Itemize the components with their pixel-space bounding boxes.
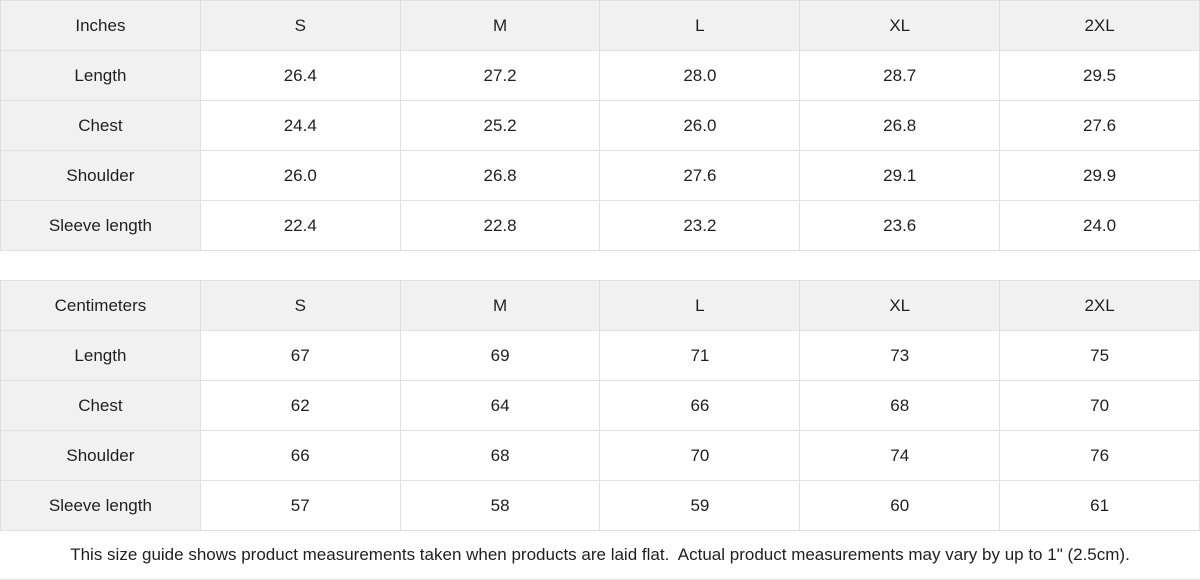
value-cell: 26.4 — [199, 50, 401, 101]
inches-size-table: Inches S M L XL 2XL Length 26.4 27.2 28.… — [0, 0, 1200, 251]
value-cell: 28.7 — [799, 50, 1001, 101]
value-cell: 58 — [399, 480, 601, 531]
value-cell: 22.8 — [399, 200, 601, 251]
value-cell: 26.0 — [199, 150, 401, 201]
row-label-shoulder: Shoulder — [0, 150, 201, 201]
value-cell: 29.5 — [999, 50, 1200, 101]
value-cell: 73 — [799, 330, 1001, 381]
table-row-length: Length 26.4 27.2 28.0 28.7 29.5 — [0, 50, 1200, 101]
table-row-length: Length 67 69 71 73 75 — [0, 330, 1200, 381]
value-cell: 24.0 — [999, 200, 1200, 251]
value-cell: 26.8 — [399, 150, 601, 201]
column-header-2xl: 2XL — [999, 0, 1200, 51]
column-header-xl: XL — [799, 280, 1001, 331]
size-guide-footer: This size guide shows product measuremen… — [0, 531, 1200, 580]
value-cell: 26.8 — [799, 100, 1001, 151]
value-cell: 25.2 — [399, 100, 601, 151]
value-cell: 62 — [199, 380, 401, 431]
table-row-shoulder: Shoulder 26.0 26.8 27.6 29.1 29.9 — [0, 150, 1200, 201]
row-label-chest: Chest — [0, 100, 201, 151]
table-row-sleeve-length: Sleeve length 57 58 59 60 61 — [0, 480, 1200, 531]
unit-header-inches: Inches — [0, 0, 201, 51]
column-header-m: M — [399, 0, 601, 51]
centimeters-header-row: Centimeters S M L XL 2XL — [0, 280, 1200, 331]
column-header-2xl: 2XL — [999, 280, 1200, 331]
value-cell: 64 — [399, 380, 601, 431]
value-cell: 68 — [799, 380, 1001, 431]
inches-header-row: Inches S M L XL 2XL — [0, 0, 1200, 51]
row-label-sleeve-length: Sleeve length — [0, 200, 201, 251]
value-cell: 23.2 — [599, 200, 801, 251]
value-cell: 29.1 — [799, 150, 1001, 201]
value-cell: 24.4 — [199, 100, 401, 151]
column-header-m: M — [399, 280, 601, 331]
value-cell: 26.0 — [599, 100, 801, 151]
row-label-sleeve-length: Sleeve length — [0, 480, 201, 531]
row-label-length: Length — [0, 50, 201, 101]
unit-header-centimeters: Centimeters — [0, 280, 201, 331]
row-label-chest: Chest — [0, 380, 201, 431]
centimeters-size-table: Centimeters S M L XL 2XL Length 67 69 71… — [0, 280, 1200, 531]
value-cell: 22.4 — [199, 200, 401, 251]
value-cell: 69 — [399, 330, 601, 381]
value-cell: 29.9 — [999, 150, 1200, 201]
value-cell: 67 — [199, 330, 401, 381]
value-cell: 70 — [599, 430, 801, 481]
column-header-s: S — [199, 0, 401, 51]
value-cell: 60 — [799, 480, 1001, 531]
value-cell: 74 — [799, 430, 1001, 481]
row-label-shoulder: Shoulder — [0, 430, 201, 481]
value-cell: 23.6 — [799, 200, 1001, 251]
column-header-l: L — [599, 280, 801, 331]
column-header-s: S — [199, 280, 401, 331]
value-cell: 28.0 — [599, 50, 801, 101]
value-cell: 27.6 — [599, 150, 801, 201]
value-cell: 57 — [199, 480, 401, 531]
column-header-xl: XL — [799, 0, 1001, 51]
row-label-length: Length — [0, 330, 201, 381]
value-cell: 75 — [999, 330, 1200, 381]
table-row-shoulder: Shoulder 66 68 70 74 76 — [0, 430, 1200, 481]
value-cell: 66 — [199, 430, 401, 481]
value-cell: 27.2 — [399, 50, 601, 101]
value-cell: 66 — [599, 380, 801, 431]
value-cell: 76 — [999, 430, 1200, 481]
table-row-sleeve-length: Sleeve length 22.4 22.8 23.2 23.6 24.0 — [0, 200, 1200, 251]
value-cell: 68 — [399, 430, 601, 481]
value-cell: 27.6 — [999, 100, 1200, 151]
value-cell: 59 — [599, 480, 801, 531]
value-cell: 61 — [999, 480, 1200, 531]
column-header-l: L — [599, 0, 801, 51]
value-cell: 70 — [999, 380, 1200, 431]
table-row-chest: Chest 62 64 66 68 70 — [0, 380, 1200, 431]
value-cell: 71 — [599, 330, 801, 381]
table-row-chest: Chest 24.4 25.2 26.0 26.8 27.6 — [0, 100, 1200, 151]
size-guide-note-text: This size guide shows product measuremen… — [70, 545, 1130, 564]
